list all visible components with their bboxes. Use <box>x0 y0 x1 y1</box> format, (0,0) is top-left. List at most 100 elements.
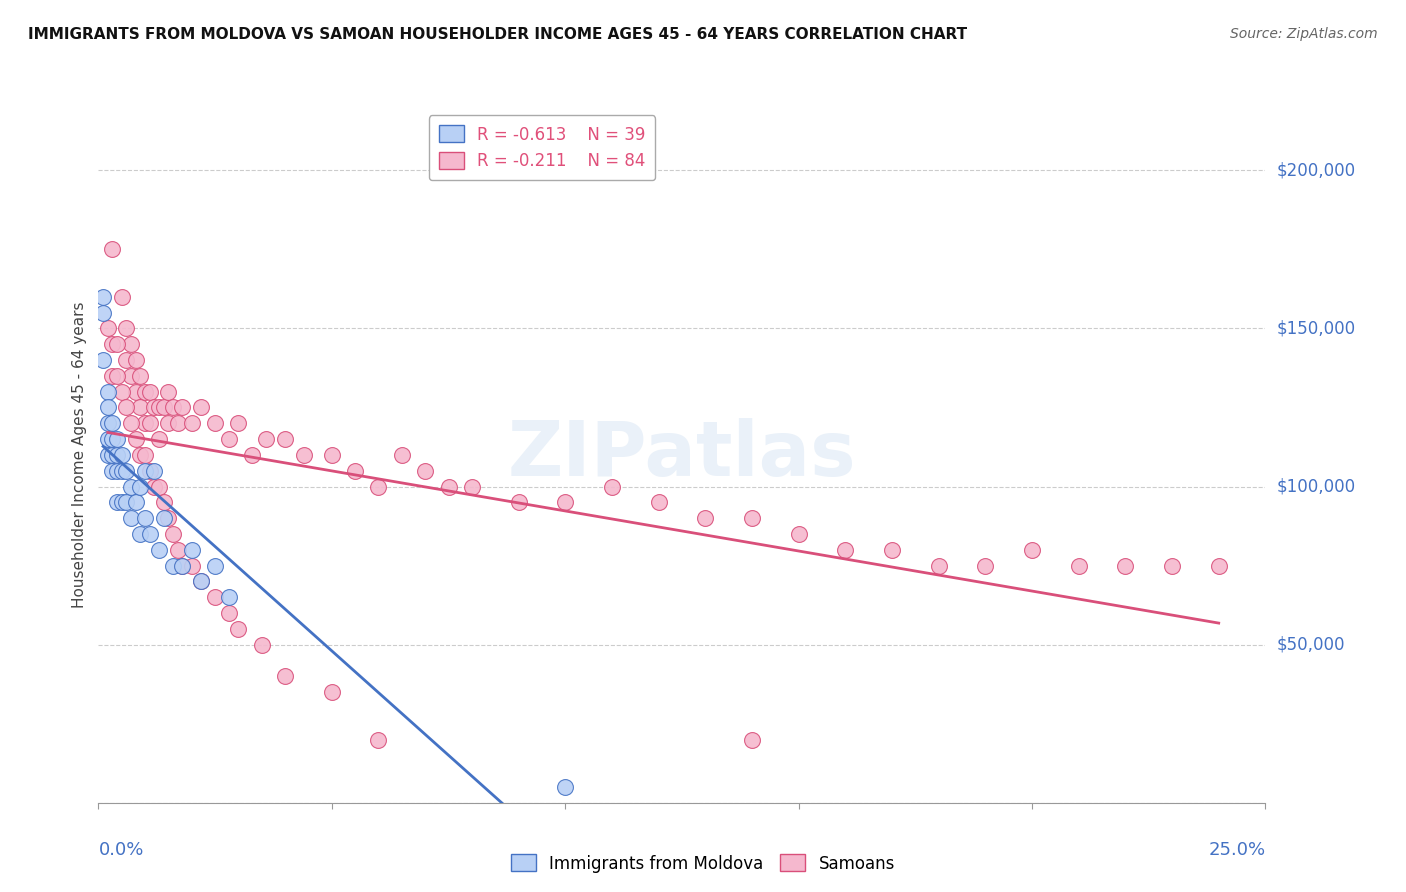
Point <box>166 417 188 431</box>
Point <box>101 368 124 383</box>
Point <box>91 353 114 368</box>
Point <box>554 780 576 794</box>
Point <box>148 479 170 493</box>
Point <box>115 353 138 368</box>
Point <box>190 401 212 415</box>
Point <box>97 401 120 415</box>
Point <box>125 495 148 509</box>
Point <box>204 417 226 431</box>
Point <box>250 638 273 652</box>
Point <box>115 401 138 415</box>
Point <box>125 353 148 368</box>
Point <box>554 495 576 509</box>
Point <box>134 448 156 462</box>
Point <box>190 574 212 589</box>
Point <box>695 511 717 525</box>
Point <box>105 464 128 478</box>
Point <box>111 448 134 462</box>
Point <box>148 542 170 557</box>
Point <box>105 448 128 462</box>
Point <box>1067 558 1090 573</box>
Point <box>97 417 120 431</box>
Text: 0.0%: 0.0% <box>98 841 143 859</box>
Point <box>367 732 389 747</box>
Point <box>413 464 436 478</box>
Point <box>97 448 120 462</box>
Point <box>148 401 170 415</box>
Text: $50,000: $50,000 <box>1277 636 1346 654</box>
Point <box>91 290 114 304</box>
Point <box>111 464 134 478</box>
Point <box>129 401 152 415</box>
Text: ZIPatlas: ZIPatlas <box>508 418 856 491</box>
Point <box>1021 542 1043 557</box>
Point <box>129 368 152 383</box>
Point <box>105 432 128 446</box>
Text: Source: ZipAtlas.com: Source: ZipAtlas.com <box>1230 27 1378 41</box>
Point <box>139 417 162 431</box>
Point <box>101 432 124 446</box>
Point <box>143 479 166 493</box>
Point <box>101 243 124 257</box>
Point <box>139 384 162 399</box>
Point <box>111 290 134 304</box>
Point <box>148 432 170 446</box>
Point <box>162 527 184 541</box>
Point <box>120 337 142 351</box>
Point <box>166 542 188 557</box>
Point <box>1114 558 1136 573</box>
Text: $150,000: $150,000 <box>1277 319 1355 337</box>
Point <box>111 495 134 509</box>
Legend: R = -0.613    N = 39, R = -0.211    N = 84: R = -0.613 N = 39, R = -0.211 N = 84 <box>429 115 655 180</box>
Point <box>344 464 367 478</box>
Point <box>91 305 114 319</box>
Point <box>321 685 343 699</box>
Point <box>97 384 120 399</box>
Text: $200,000: $200,000 <box>1277 161 1355 179</box>
Text: $100,000: $100,000 <box>1277 477 1355 496</box>
Point <box>101 337 124 351</box>
Point <box>97 432 120 446</box>
Point <box>97 321 120 335</box>
Point <box>256 432 278 446</box>
Point <box>134 417 156 431</box>
Point <box>105 337 128 351</box>
Point <box>741 732 763 747</box>
Point <box>391 448 413 462</box>
Point <box>204 558 226 573</box>
Point <box>172 401 194 415</box>
Legend: Immigrants from Moldova, Samoans: Immigrants from Moldova, Samoans <box>505 847 901 880</box>
Point <box>101 417 124 431</box>
Point <box>143 464 166 478</box>
Point <box>834 542 856 557</box>
Point <box>157 511 180 525</box>
Point <box>741 511 763 525</box>
Point <box>152 495 174 509</box>
Point <box>367 479 389 493</box>
Point <box>129 527 152 541</box>
Y-axis label: Householder Income Ages 45 - 64 years: Householder Income Ages 45 - 64 years <box>72 301 87 608</box>
Text: 25.0%: 25.0% <box>1208 841 1265 859</box>
Point <box>204 591 226 605</box>
Point <box>974 558 997 573</box>
Point <box>218 432 240 446</box>
Point <box>461 479 484 493</box>
Point <box>120 368 142 383</box>
Point <box>152 401 174 415</box>
Point <box>228 417 250 431</box>
Point <box>647 495 669 509</box>
Point <box>152 511 174 525</box>
Point <box>172 558 194 573</box>
Point <box>218 591 240 605</box>
Point <box>105 368 128 383</box>
Point <box>115 464 138 478</box>
Point <box>190 574 212 589</box>
Point <box>292 448 315 462</box>
Point <box>134 464 156 478</box>
Point <box>180 417 202 431</box>
Point <box>218 606 240 620</box>
Point <box>321 448 343 462</box>
Point <box>162 401 184 415</box>
Text: IMMIGRANTS FROM MOLDOVA VS SAMOAN HOUSEHOLDER INCOME AGES 45 - 64 YEARS CORRELAT: IMMIGRANTS FROM MOLDOVA VS SAMOAN HOUSEH… <box>28 27 967 42</box>
Point <box>508 495 530 509</box>
